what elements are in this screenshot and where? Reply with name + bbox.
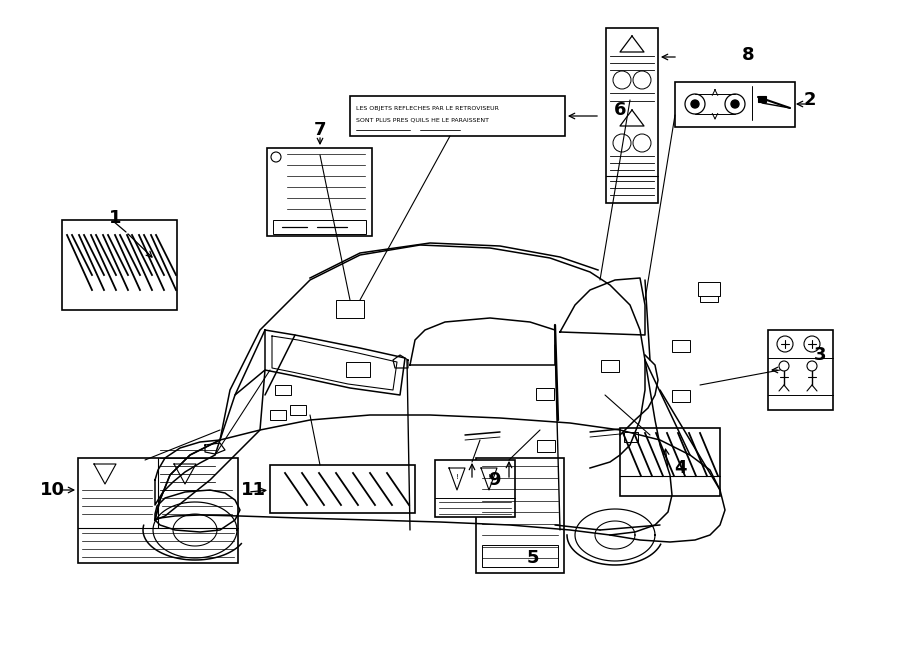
Circle shape [691,100,699,108]
Text: 6: 6 [614,101,626,119]
Circle shape [633,134,651,152]
Bar [435,460,515,517]
Circle shape [804,336,820,352]
Bar [620,428,720,496]
Text: LES OBJETS REFLECHES PAR LE RETROVISEUR: LES OBJETS REFLECHES PAR LE RETROVISEUR [356,106,499,111]
Text: 3: 3 [814,346,826,364]
Bar [698,282,720,296]
Bar [700,290,718,302]
Circle shape [685,94,705,114]
Circle shape [725,94,745,114]
Text: 8: 8 [742,46,754,64]
Text: 9: 9 [488,471,500,489]
Circle shape [779,361,789,371]
Bar [672,390,690,402]
Bar [336,300,364,318]
Text: 5: 5 [526,549,539,567]
Circle shape [807,361,817,371]
Bar [346,362,370,377]
Bar [267,148,372,236]
Bar [273,220,366,234]
Bar [606,28,658,203]
Text: 2: 2 [804,91,816,109]
Text: !: ! [455,474,458,480]
Bar [62,220,177,310]
Text: 4: 4 [674,459,686,477]
Text: 10: 10 [40,481,65,499]
Text: 11: 11 [240,481,266,499]
Text: !: ! [488,474,490,480]
Bar [270,465,415,513]
Text: 7: 7 [314,121,326,139]
Text: 1: 1 [109,209,122,227]
Bar [537,440,555,452]
Bar [290,405,306,415]
Bar [768,330,833,410]
Circle shape [731,100,739,108]
Circle shape [271,152,281,162]
Bar [758,96,766,102]
Text: SONT PLUS PRES QUILS HE LE PARAISSENT: SONT PLUS PRES QUILS HE LE PARAISSENT [356,118,489,123]
Circle shape [613,134,631,152]
Bar [482,545,558,567]
Bar [78,458,238,563]
Bar [536,388,554,400]
Bar [672,340,690,352]
Circle shape [633,71,651,89]
Bar [601,360,619,372]
Bar [350,96,565,136]
Bar [476,458,564,573]
Bar [275,385,291,395]
Bar [270,410,286,420]
Bar [675,82,795,127]
Circle shape [777,336,793,352]
Bar [624,432,638,442]
Circle shape [613,71,631,89]
